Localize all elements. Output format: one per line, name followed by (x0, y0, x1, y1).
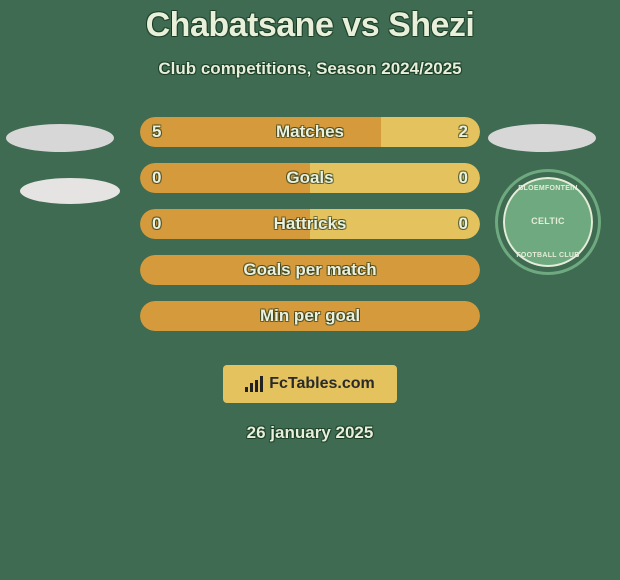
bar-right-fill (381, 117, 480, 147)
stat-bar-min-per-goal: Min per goal (140, 301, 480, 331)
source-logo: FcTables.com (223, 365, 397, 403)
stat-bar-goals-per-match: Goals per match (140, 255, 480, 285)
club-crest: BLOEMFONTEIN CELTIC FOOTBALL CLUB (498, 172, 598, 272)
bar-fill (140, 255, 480, 285)
bar-left-fill (140, 209, 310, 239)
stat-bar-hattricks: Hattricks00 (140, 209, 480, 239)
bar-left-fill (140, 117, 381, 147)
crest-text-top: BLOEMFONTEIN (503, 185, 593, 192)
bar-left-fill (140, 163, 310, 193)
bar-right-fill (310, 163, 480, 193)
player-silhouette-placeholder (6, 124, 114, 152)
page-title: Chabatsane vs Shezi (146, 6, 475, 45)
stat-bar-matches: Matches52 (140, 117, 480, 147)
comparison-bars: Matches52 Goals00 Hattricks00 Goals per mat… (140, 117, 480, 347)
date-text: 26 january 2025 (247, 423, 374, 443)
stat-bar-goals: Goals00 (140, 163, 480, 193)
infographic-root: Chabatsane vs Shezi Club competitions, S… (0, 0, 620, 580)
player-silhouette-placeholder (488, 124, 596, 152)
source-logo-text: FcTables.com (269, 375, 375, 393)
bar-fill (140, 301, 480, 331)
subtitle: Club competitions, Season 2024/2025 (158, 59, 461, 79)
crest-text-center: CELTIC (531, 217, 565, 226)
crest-text-bottom: FOOTBALL CLUB (503, 252, 593, 259)
bar-right-fill (310, 209, 480, 239)
player-silhouette-placeholder (20, 178, 120, 204)
bar-chart-icon (245, 376, 263, 392)
